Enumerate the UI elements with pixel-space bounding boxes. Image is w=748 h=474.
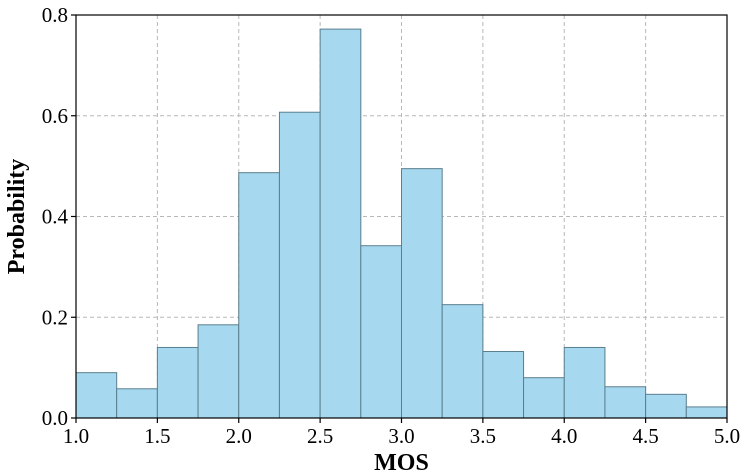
histogram-bar (563, 346, 606, 419)
histogram-bar (238, 172, 280, 419)
histogram-bar (441, 304, 484, 419)
histogram-bar (197, 324, 240, 419)
x-tick-label: 4.5 (633, 424, 659, 448)
y-tick-label: 0.2 (42, 305, 68, 329)
histogram-bar (156, 346, 199, 419)
x-tick-label: 3.0 (388, 424, 414, 448)
y-tick-label: 0.8 (42, 3, 68, 27)
x-tick-label: 2.5 (307, 424, 333, 448)
histogram-bar (319, 28, 362, 419)
x-tick-label: 1.0 (63, 424, 89, 448)
histogram-bar (523, 377, 565, 419)
y-tick-label: 0.6 (42, 104, 68, 128)
ticks-layer: 1.0 1.5 2.0 2.5 3.0 3.5 4.0 4.5 5.0 0.0 0.2 0.4 0.6 0… (42, 3, 740, 448)
x-tick-label: 5.0 (714, 424, 740, 448)
y-tick-label: 0.0 (42, 406, 68, 430)
histogram-bar (482, 351, 525, 419)
histogram-bar (401, 168, 443, 419)
y-tick-label: 0.4 (42, 205, 69, 229)
histogram-bar (116, 388, 158, 419)
x-tick-label: 4.0 (551, 424, 577, 448)
bars-layer (75, 28, 728, 419)
y-axis-label: Probability (4, 159, 30, 275)
x-axis-label: MOS (374, 450, 429, 474)
histogram-bar (685, 406, 728, 419)
histogram-bar (645, 393, 687, 419)
x-tick-label: 2.0 (226, 424, 252, 448)
x-tick-label: 3.5 (470, 424, 496, 448)
histogram-bar (604, 386, 647, 419)
histogram-bar (360, 245, 402, 419)
x-tick-label: 1.5 (144, 424, 170, 448)
histogram-bar (75, 372, 118, 419)
histogram-bar (278, 111, 321, 419)
